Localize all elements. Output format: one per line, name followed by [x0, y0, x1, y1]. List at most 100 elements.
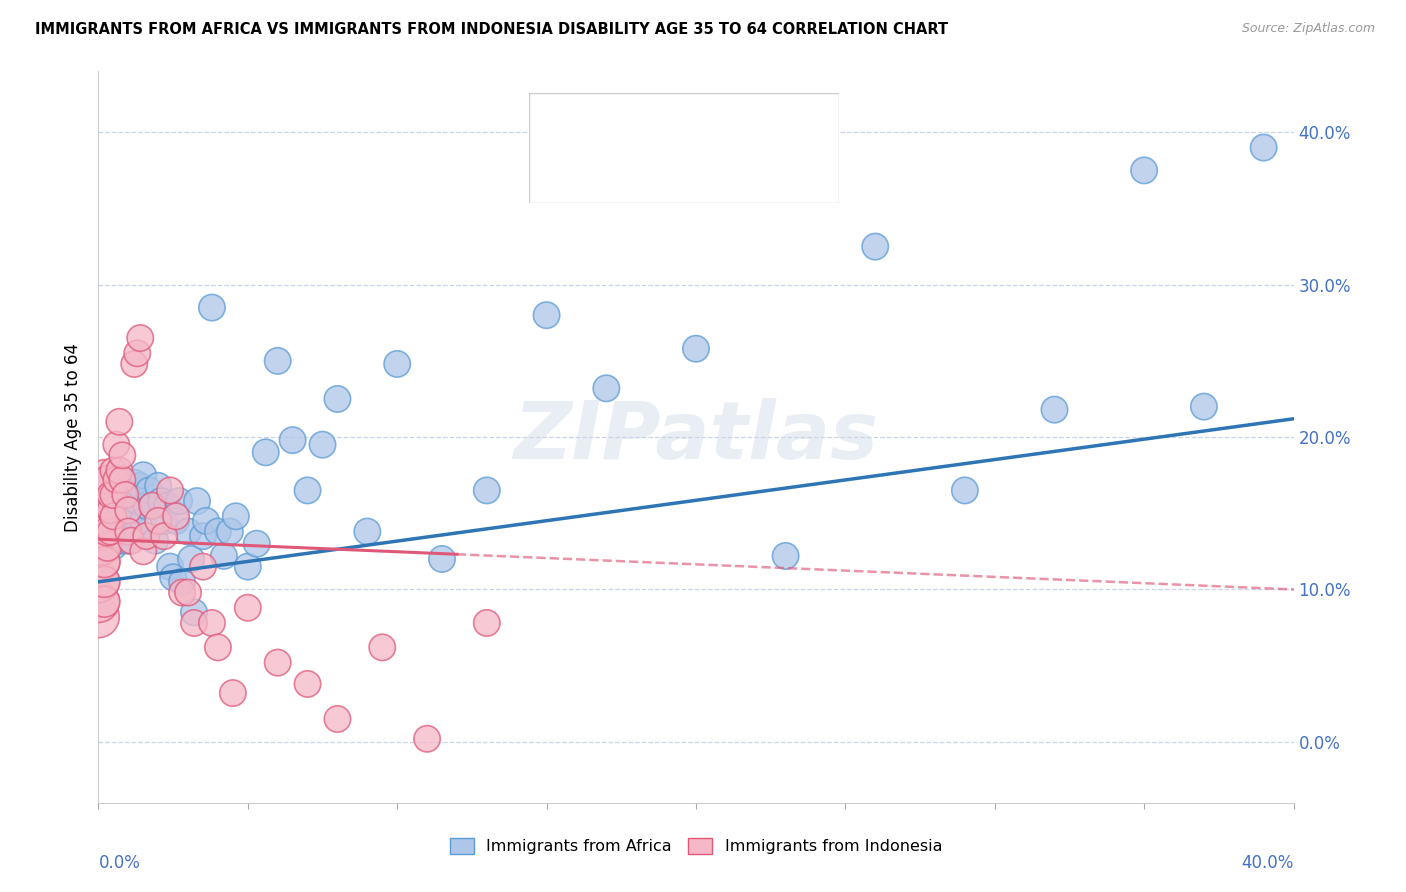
Point [219, 524, 242, 539]
Legend: Immigrants from Africa, Immigrants from Indonesia: Immigrants from Africa, Immigrants from … [443, 831, 949, 861]
Point [172, 574, 194, 589]
Point [96, 540, 118, 554]
Point [267, 354, 290, 368]
Point [775, 549, 797, 563]
Point [236, 559, 259, 574]
Point [111, 533, 134, 548]
Point [138, 483, 160, 498]
Point [93, 468, 115, 483]
Point [103, 533, 125, 548]
Point [111, 491, 134, 505]
Point [1253, 140, 1275, 154]
Point [93, 509, 115, 524]
Point [326, 392, 349, 406]
Point [143, 533, 166, 548]
Point [132, 514, 155, 528]
Point [183, 605, 205, 619]
Point [87, 594, 110, 608]
Point [281, 433, 304, 447]
Text: IMMIGRANTS FROM AFRICA VS IMMIGRANTS FROM INDONESIA DISABILITY AGE 35 TO 64 CORR: IMMIGRANTS FROM AFRICA VS IMMIGRANTS FRO… [35, 22, 948, 37]
Point [225, 509, 247, 524]
Point [385, 357, 409, 371]
Point [111, 509, 134, 524]
Point [430, 552, 453, 566]
Point [105, 473, 128, 487]
Point [191, 529, 214, 543]
Point [105, 438, 128, 452]
Point [117, 483, 139, 498]
Point [96, 524, 118, 539]
Point [135, 529, 157, 543]
Point [108, 509, 131, 524]
Point [108, 415, 131, 429]
Y-axis label: Disability Age 35 to 64: Disability Age 35 to 64 [65, 343, 83, 532]
Point [124, 509, 146, 524]
Point [96, 499, 118, 513]
Text: ZIPatlas: ZIPatlas [513, 398, 879, 476]
Point [117, 503, 139, 517]
Point [180, 552, 202, 566]
Point [141, 499, 163, 513]
Point [165, 514, 187, 528]
Point [207, 640, 229, 655]
Point [865, 239, 887, 253]
Point [96, 537, 118, 551]
Point [129, 479, 152, 493]
Point [311, 438, 333, 452]
Point [236, 600, 259, 615]
Point [156, 499, 179, 513]
Point [685, 342, 707, 356]
Point [132, 468, 155, 483]
Point [103, 521, 125, 535]
Point [105, 514, 128, 528]
Point [371, 640, 394, 655]
Point [162, 570, 184, 584]
Point [595, 381, 617, 395]
Point [141, 499, 163, 513]
Point [98, 503, 122, 517]
Point [1043, 402, 1066, 417]
Point [326, 712, 349, 726]
Point [135, 499, 157, 513]
Point [90, 540, 112, 554]
Point [96, 533, 118, 548]
Point [117, 509, 139, 524]
Point [108, 499, 131, 513]
Point [120, 491, 142, 505]
Point [475, 483, 498, 498]
Point [90, 555, 112, 569]
Point [159, 559, 181, 574]
Point [356, 524, 378, 539]
Point [953, 483, 976, 498]
Point [195, 514, 218, 528]
Point [129, 331, 152, 345]
Point [90, 509, 112, 524]
Point [212, 549, 235, 563]
Point [127, 524, 149, 539]
Point [201, 301, 224, 315]
Point [111, 448, 134, 462]
Point [117, 533, 139, 548]
Point [87, 574, 110, 589]
Text: 0.0%: 0.0% [98, 854, 141, 872]
Point [98, 524, 122, 539]
Point [1133, 163, 1156, 178]
Point [103, 509, 125, 524]
Point [93, 524, 115, 539]
Point [246, 537, 269, 551]
Point [153, 529, 176, 543]
Point [254, 445, 277, 459]
Point [87, 610, 110, 624]
Point [222, 686, 245, 700]
Point [207, 524, 229, 539]
Point [127, 494, 149, 508]
Point [124, 357, 146, 371]
Point [132, 544, 155, 558]
Point [416, 731, 439, 746]
Point [150, 494, 173, 508]
Point [165, 509, 187, 524]
Point [120, 533, 142, 548]
Point [98, 524, 122, 539]
Point [1192, 400, 1215, 414]
Point [98, 533, 122, 548]
